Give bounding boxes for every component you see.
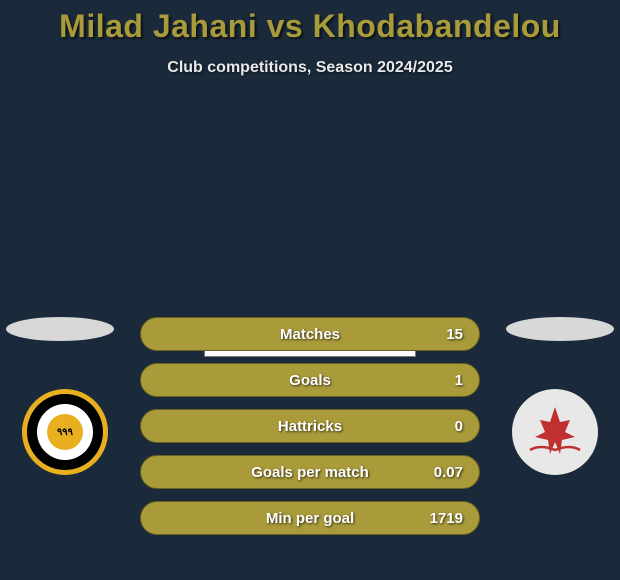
club-badge-left: ۹۹۹ — [22, 389, 108, 475]
stat-label: Hattricks — [278, 418, 342, 435]
page-title: Milad Jahani vs Khodabandelou — [0, 0, 620, 45]
stat-bar-goals-per-match: Goals per match 0.07 — [140, 455, 480, 489]
stat-bar-hattricks: Hattricks 0 — [140, 409, 480, 443]
stat-value: 1719 — [430, 510, 463, 527]
stat-label: Min per goal — [266, 510, 354, 527]
subtitle: Club competitions, Season 2024/2025 — [0, 59, 620, 77]
player-right-oval — [506, 317, 614, 341]
stat-value: 0.07 — [434, 464, 463, 481]
stat-label: Matches — [280, 326, 340, 343]
stat-bar-goals: Goals 1 — [140, 363, 480, 397]
club-badge-left-ring: ۹۹۹ — [27, 394, 103, 470]
stat-bar-matches: Matches 15 — [140, 317, 480, 351]
club-right-icon — [520, 402, 590, 462]
stat-label: Goals per match — [251, 464, 369, 481]
club-badge-left-core: ۹۹۹ — [47, 414, 83, 450]
comparison-panel: ۹۹۹ Matches 15 Goals 1 Hattricks 0 Goals… — [0, 317, 620, 395]
stat-bars: Matches 15 Goals 1 Hattricks 0 Goals per… — [140, 317, 480, 547]
stat-value: 1 — [455, 372, 463, 389]
player-left-oval — [6, 317, 114, 341]
stat-label: Goals — [289, 372, 331, 389]
stat-value: 0 — [455, 418, 463, 435]
stat-value: 15 — [446, 326, 463, 343]
stat-bar-min-per-goal: Min per goal 1719 — [140, 501, 480, 535]
club-badge-left-inner: ۹۹۹ — [37, 404, 93, 460]
club-badge-right — [512, 389, 598, 475]
